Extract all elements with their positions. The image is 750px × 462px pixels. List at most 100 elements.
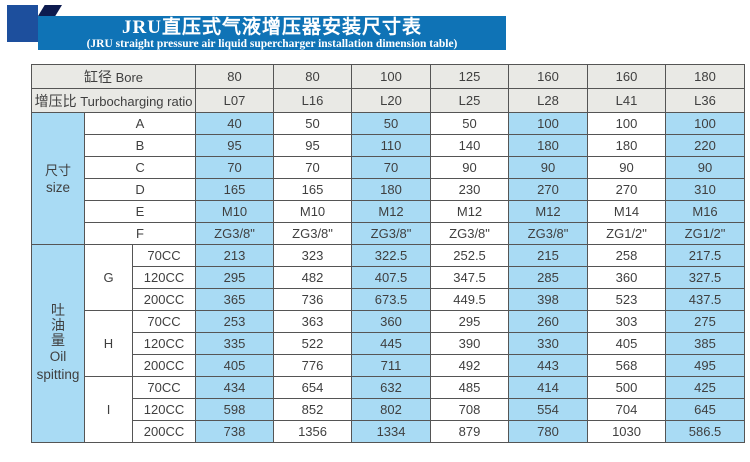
oil-value-cell: 327.5 — [665, 266, 746, 289]
ratio-value-cell: L20 — [351, 88, 432, 113]
size-value-cell: 180 — [351, 178, 432, 201]
oil-value-cell: 522 — [273, 332, 353, 355]
table-row: 120CC 295 482 407.5 347.5 285 360 327.5 — [32, 266, 746, 289]
size-value-cell: 230 — [430, 178, 510, 201]
oil-value-cell: 323 — [273, 244, 353, 267]
size-value-cell: 140 — [430, 134, 510, 157]
size-value-cell: 270 — [587, 178, 667, 201]
size-value-cell: 100 — [587, 112, 667, 135]
size-row-label: B — [83, 134, 197, 157]
oil-value-cell: 322.5 — [351, 244, 432, 267]
size-value-cell: 270 — [508, 178, 589, 201]
table-row: E M10 M10 M12 M12 M12 M14 M16 — [32, 200, 746, 223]
table-row: 200CC 738 1356 1334 879 780 1030 586.5 — [32, 420, 746, 443]
oil-volume-label: 120CC — [131, 398, 197, 421]
oil-value-cell: 500 — [587, 376, 667, 399]
oil-value-cell: 1356 — [273, 420, 353, 443]
oil-value-cell: 390 — [430, 332, 510, 355]
oil-value-cell: 215 — [508, 244, 589, 267]
oil-group-label: G — [84, 244, 133, 311]
oil-value-cell: 654 — [273, 376, 353, 399]
ratio-value-cell: L41 — [587, 88, 667, 113]
ratio-value-cell: L07 — [195, 88, 275, 113]
bore-value-cell: 160 — [508, 64, 589, 89]
oil-value-cell: 598 — [195, 398, 275, 421]
page-title: JRU直压式气液增压器安装尺寸表 — [122, 17, 422, 38]
table-row: 200CC 405 776 711 492 443 568 495 — [32, 354, 746, 377]
oil-value-cell: 485 — [430, 376, 510, 399]
size-value-cell: 70 — [195, 156, 275, 179]
oil-value-cell: 568 — [587, 354, 667, 377]
oil-value-cell: 363 — [273, 310, 353, 333]
oil-value-cell: 443 — [508, 354, 589, 377]
oil-value-cell: 407.5 — [351, 266, 432, 289]
size-value-cell: 220 — [665, 134, 746, 157]
table-row: H 70CC 253 363 360 295 260 303 275 — [32, 310, 746, 377]
oil-value-cell: 449.5 — [430, 288, 510, 311]
oil-value-cell: 295 — [430, 310, 510, 333]
table-row: 200CC 365 736 673.5 449.5 398 523 437.5 — [32, 288, 746, 311]
table-row: D 165 165 180 230 270 270 310 — [32, 178, 746, 201]
size-value-cell: 90 — [665, 156, 746, 179]
size-value-cell: 180 — [508, 134, 589, 157]
table-row: 尺寸 size A 40 50 50 50 100 100 100 — [31, 112, 746, 245]
table-row: 120CC 598 852 802 708 554 704 645 — [32, 398, 746, 421]
oil-value-cell: 586.5 — [665, 420, 746, 443]
size-value-cell: M10 — [273, 200, 353, 223]
oil-value-cell: 365 — [195, 288, 275, 311]
oil-value-cell: 645 — [665, 398, 746, 421]
oil-value-cell: 330 — [508, 332, 589, 355]
size-value-cell: ZG3/8" — [430, 222, 510, 245]
oil-value-cell: 285 — [508, 266, 589, 289]
oil-value-cell: 385 — [665, 332, 746, 355]
oil-label-zh-char: 量 — [51, 332, 65, 348]
size-value-cell: ZG1/2" — [665, 222, 746, 245]
oil-value-cell: 711 — [351, 354, 432, 377]
oil-value-cell: 492 — [430, 354, 510, 377]
size-value-cell: M12 — [430, 200, 510, 223]
size-value-cell: ZG3/8" — [351, 222, 432, 245]
oil-value-cell: 258 — [587, 244, 667, 267]
page-subtitle: (JRU straight pressure air liquid superc… — [86, 38, 458, 50]
oil-value-cell: 360 — [587, 266, 667, 289]
size-value-cell: 100 — [508, 112, 589, 135]
ratio-value-cell: L28 — [508, 88, 589, 113]
table-row: 缸径 Bore 80 80 100 125 160 160 180 — [30, 64, 746, 89]
ratio-value-cell: L16 — [273, 88, 353, 113]
size-value-cell: M16 — [665, 200, 746, 223]
size-value-cell: 165 — [195, 178, 275, 201]
oil-value-cell: 852 — [273, 398, 353, 421]
oil-volume-label: 120CC — [131, 266, 197, 289]
oil-value-cell: 260 — [508, 310, 589, 333]
oil-value-cell: 708 — [430, 398, 510, 421]
size-section-label: 尺寸 size — [31, 112, 85, 245]
size-value-cell: 95 — [195, 134, 275, 157]
oil-value-cell: 434 — [195, 376, 275, 399]
oil-value-cell: 252.5 — [430, 244, 510, 267]
size-value-cell: 95 — [273, 134, 353, 157]
size-value-cell: 310 — [665, 178, 746, 201]
size-value-cell: 50 — [351, 112, 432, 135]
oil-value-cell: 217.5 — [665, 244, 746, 267]
ribbon-square-decoration — [7, 5, 38, 42]
oil-volume-label: 120CC — [131, 332, 197, 355]
oil-group-label: I — [84, 376, 133, 443]
dimension-table: 缸径 Bore 80 80 100 125 160 160 180 增压比 Turbocharg… — [30, 64, 746, 443]
oil-value-cell: 414 — [508, 376, 589, 399]
size-value-cell: M14 — [587, 200, 667, 223]
oil-value-cell: 776 — [273, 354, 353, 377]
size-value-cell: 70 — [273, 156, 353, 179]
oil-value-cell: 1334 — [351, 420, 432, 443]
oil-value-cell: 275 — [665, 310, 746, 333]
table-row: C 70 70 70 90 90 90 90 — [32, 156, 746, 179]
ratio-value-cell: L36 — [665, 88, 746, 113]
oil-value-cell: 482 — [273, 266, 353, 289]
oil-value-cell: 1030 — [587, 420, 667, 443]
size-value-cell: 70 — [351, 156, 432, 179]
oil-value-cell: 554 — [508, 398, 589, 421]
oil-value-cell: 405 — [195, 354, 275, 377]
oil-value-cell: 360 — [351, 310, 432, 333]
bore-value-cell: 80 — [195, 64, 275, 89]
oil-value-cell: 347.5 — [430, 266, 510, 289]
header-label-en: Bore — [111, 69, 144, 85]
